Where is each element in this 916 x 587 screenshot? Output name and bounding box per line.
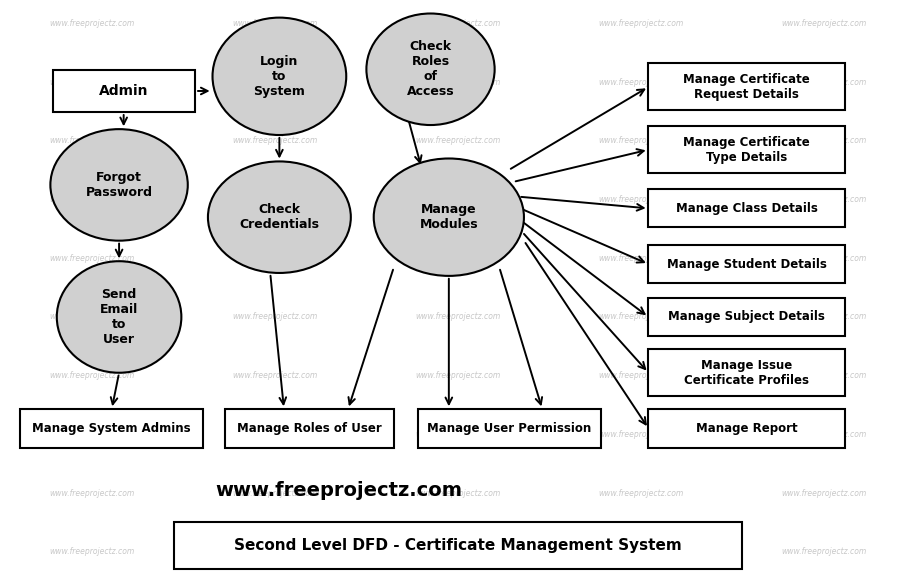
Text: www.freeprojectz.com: www.freeprojectz.com [415,136,501,146]
Text: www.freeprojectz.com: www.freeprojectz.com [781,136,867,146]
Bar [174,522,742,569]
Text: www.freeprojectz.com: www.freeprojectz.com [49,195,135,204]
Ellipse shape [366,14,495,125]
Text: Manage Roles of User: Manage Roles of User [237,422,382,435]
Text: www.freeprojectz.com: www.freeprojectz.com [232,312,318,322]
Text: www.freeprojectz.com: www.freeprojectz.com [598,371,684,380]
Bar [648,410,845,447]
Text: www.freeprojectz.com: www.freeprojectz.com [49,136,135,146]
Bar [648,189,845,227]
Text: www.freeprojectz.com: www.freeprojectz.com [781,195,867,204]
Text: Manage Subject Details: Manage Subject Details [668,311,825,323]
Text: www.freeprojectz.com: www.freeprojectz.com [49,77,135,87]
Text: www.freeprojectz.com: www.freeprojectz.com [232,77,318,87]
Text: www.freeprojectz.com: www.freeprojectz.com [215,481,463,500]
Text: www.freeprojectz.com: www.freeprojectz.com [49,371,135,380]
Text: www.freeprojectz.com: www.freeprojectz.com [415,312,501,322]
Text: Check
Roles
of
Access: Check Roles of Access [407,41,454,98]
Text: www.freeprojectz.com: www.freeprojectz.com [49,254,135,263]
Text: www.freeprojectz.com: www.freeprojectz.com [781,371,867,380]
Text: Manage Class Details: Manage Class Details [676,202,817,215]
Text: Manage Report: Manage Report [696,422,797,435]
Text: www.freeprojectz.com: www.freeprojectz.com [781,430,867,439]
Ellipse shape [57,261,181,373]
Text: www.freeprojectz.com: www.freeprojectz.com [598,488,684,498]
Text: www.freeprojectz.com: www.freeprojectz.com [598,77,684,87]
Text: www.freeprojectz.com: www.freeprojectz.com [415,254,501,263]
Text: Forgot
Password: Forgot Password [85,171,153,199]
Text: www.freeprojectz.com: www.freeprojectz.com [598,430,684,439]
Text: www.freeprojectz.com: www.freeprojectz.com [598,19,684,28]
Text: Manage User Permission: Manage User Permission [427,422,592,435]
Text: www.freeprojectz.com: www.freeprojectz.com [598,195,684,204]
Bar [418,410,601,447]
Text: www.freeprojectz.com: www.freeprojectz.com [781,488,867,498]
Text: www.freeprojectz.com: www.freeprojectz.com [232,371,318,380]
Text: www.freeprojectz.com: www.freeprojectz.com [781,254,867,263]
Bar [648,63,845,110]
Bar [648,349,845,396]
Ellipse shape [208,161,351,273]
Ellipse shape [50,129,188,241]
Text: Manage Issue
Certificate Profiles: Manage Issue Certificate Profiles [684,359,809,387]
Text: Send
Email
to
User: Send Email to User [100,288,138,346]
Text: www.freeprojectz.com: www.freeprojectz.com [415,77,501,87]
Text: www.freeprojectz.com: www.freeprojectz.com [232,430,318,439]
Bar [20,410,203,447]
Text: www.freeprojectz.com: www.freeprojectz.com [232,254,318,263]
Text: www.freeprojectz.com: www.freeprojectz.com [598,136,684,146]
Bar [224,410,394,447]
Text: Manage Certificate
Request Details: Manage Certificate Request Details [683,73,810,101]
Text: Login
to
System: Login to System [254,55,305,98]
Text: www.freeprojectz.com: www.freeprojectz.com [232,19,318,28]
Text: Second Level DFD - Certificate Management System: Second Level DFD - Certificate Managemen… [234,538,682,554]
Text: www.freeprojectz.com: www.freeprojectz.com [781,312,867,322]
Bar [53,70,194,112]
Text: www.freeprojectz.com: www.freeprojectz.com [49,488,135,498]
Text: Manage Student Details: Manage Student Details [667,258,826,271]
Text: www.freeprojectz.com: www.freeprojectz.com [415,430,501,439]
Text: Manage Certificate
Type Details: Manage Certificate Type Details [683,136,810,164]
Text: www.freeprojectz.com: www.freeprojectz.com [415,547,501,556]
Text: www.freeprojectz.com: www.freeprojectz.com [232,136,318,146]
Bar [648,126,845,173]
Text: www.freeprojectz.com: www.freeprojectz.com [49,312,135,322]
Text: Manage System Admins: Manage System Admins [32,422,191,435]
Bar [648,298,845,336]
Text: www.freeprojectz.com: www.freeprojectz.com [598,312,684,322]
Text: www.freeprojectz.com: www.freeprojectz.com [598,547,684,556]
Text: www.freeprojectz.com: www.freeprojectz.com [415,195,501,204]
Text: www.freeprojectz.com: www.freeprojectz.com [415,371,501,380]
Text: www.freeprojectz.com: www.freeprojectz.com [781,77,867,87]
Ellipse shape [374,158,524,276]
Text: www.freeprojectz.com: www.freeprojectz.com [232,195,318,204]
Text: www.freeprojectz.com: www.freeprojectz.com [49,19,135,28]
Text: Manage
Modules: Manage Modules [420,203,478,231]
Text: www.freeprojectz.com: www.freeprojectz.com [598,254,684,263]
Text: www.freeprojectz.com: www.freeprojectz.com [781,547,867,556]
Text: www.freeprojectz.com: www.freeprojectz.com [415,19,501,28]
Text: www.freeprojectz.com: www.freeprojectz.com [415,488,501,498]
Text: Check
Credentials: Check Credentials [239,203,320,231]
Text: www.freeprojectz.com: www.freeprojectz.com [49,430,135,439]
Text: Admin: Admin [99,84,148,98]
Ellipse shape [213,18,346,135]
Text: www.freeprojectz.com: www.freeprojectz.com [781,19,867,28]
Text: www.freeprojectz.com: www.freeprojectz.com [232,488,318,498]
Bar [648,245,845,284]
Text: www.freeprojectz.com: www.freeprojectz.com [232,547,318,556]
Text: www.freeprojectz.com: www.freeprojectz.com [49,547,135,556]
